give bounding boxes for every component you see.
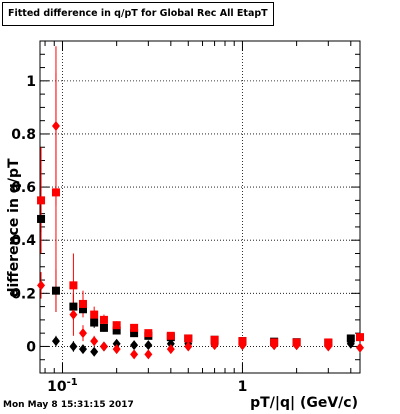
data-point (51, 120, 60, 131)
x-axis-label: pT/|q| (GeV/c) (250, 395, 358, 411)
data-point (346, 334, 355, 343)
data-point (69, 341, 78, 352)
data-point (166, 331, 175, 340)
data-point (144, 340, 153, 351)
grid-lines (40, 41, 360, 373)
data-point (184, 334, 193, 343)
data-point (78, 328, 87, 339)
data-point (37, 214, 46, 223)
data-point (210, 335, 219, 344)
y-tick-label: 1 (26, 74, 36, 90)
data-point (356, 333, 364, 342)
y-tick-label: 0.6 (11, 180, 36, 196)
data-point (356, 342, 364, 353)
data-point (51, 286, 60, 295)
y-tick-label: 0.2 (11, 286, 36, 302)
data-point (112, 326, 121, 335)
data-point (78, 344, 87, 355)
tick-labels: 0 0.2 0.4 0.6 0.8 1 10-1 1 (11, 74, 247, 395)
y-axis-label: difference in q/pT (6, 158, 22, 298)
data-point (130, 329, 139, 338)
data-point (37, 280, 46, 291)
plot-frame (39, 40, 361, 374)
data-point (130, 323, 139, 332)
data-point (144, 329, 153, 338)
x-tick-label: 10-1 (47, 377, 78, 395)
data-point (270, 340, 279, 351)
data-point (51, 336, 60, 347)
data-point (184, 341, 193, 352)
timestamp: Mon May 8 15:31:15 2017 (3, 400, 134, 410)
y-tick-label: 0.4 (11, 233, 36, 249)
axis-ticks (40, 40, 360, 374)
data-point (69, 302, 78, 311)
data-point (69, 281, 78, 290)
data-point (99, 341, 108, 352)
data-point (112, 338, 121, 349)
data-point (346, 338, 355, 349)
data-point (130, 340, 139, 351)
data-point (166, 338, 175, 349)
x-tick-label: 1 (238, 379, 248, 395)
data-point (90, 310, 99, 319)
data-point (90, 336, 99, 347)
data-point (51, 188, 60, 197)
data-point (78, 299, 87, 308)
y-tick-label: 0 (26, 339, 36, 355)
data-point (292, 340, 301, 351)
y-tick-label: 0.8 (11, 127, 36, 143)
data-point (112, 321, 121, 330)
data-point (166, 344, 175, 355)
data-point (324, 341, 333, 352)
data-point (69, 309, 78, 320)
data-point (238, 340, 247, 351)
data-point (130, 349, 139, 360)
data-markers (37, 120, 364, 360)
data-point (210, 340, 219, 351)
error-bars (40, 46, 361, 358)
data-point (99, 323, 108, 332)
data-point (144, 349, 153, 360)
chart-title: Fitted difference in q/pT for Global Rec… (2, 2, 274, 26)
data-point (90, 318, 99, 327)
data-point (90, 346, 99, 357)
data-point (99, 315, 108, 324)
axes (39, 40, 361, 374)
data-point (112, 344, 121, 355)
data-point (37, 196, 46, 205)
data-point (78, 305, 87, 314)
